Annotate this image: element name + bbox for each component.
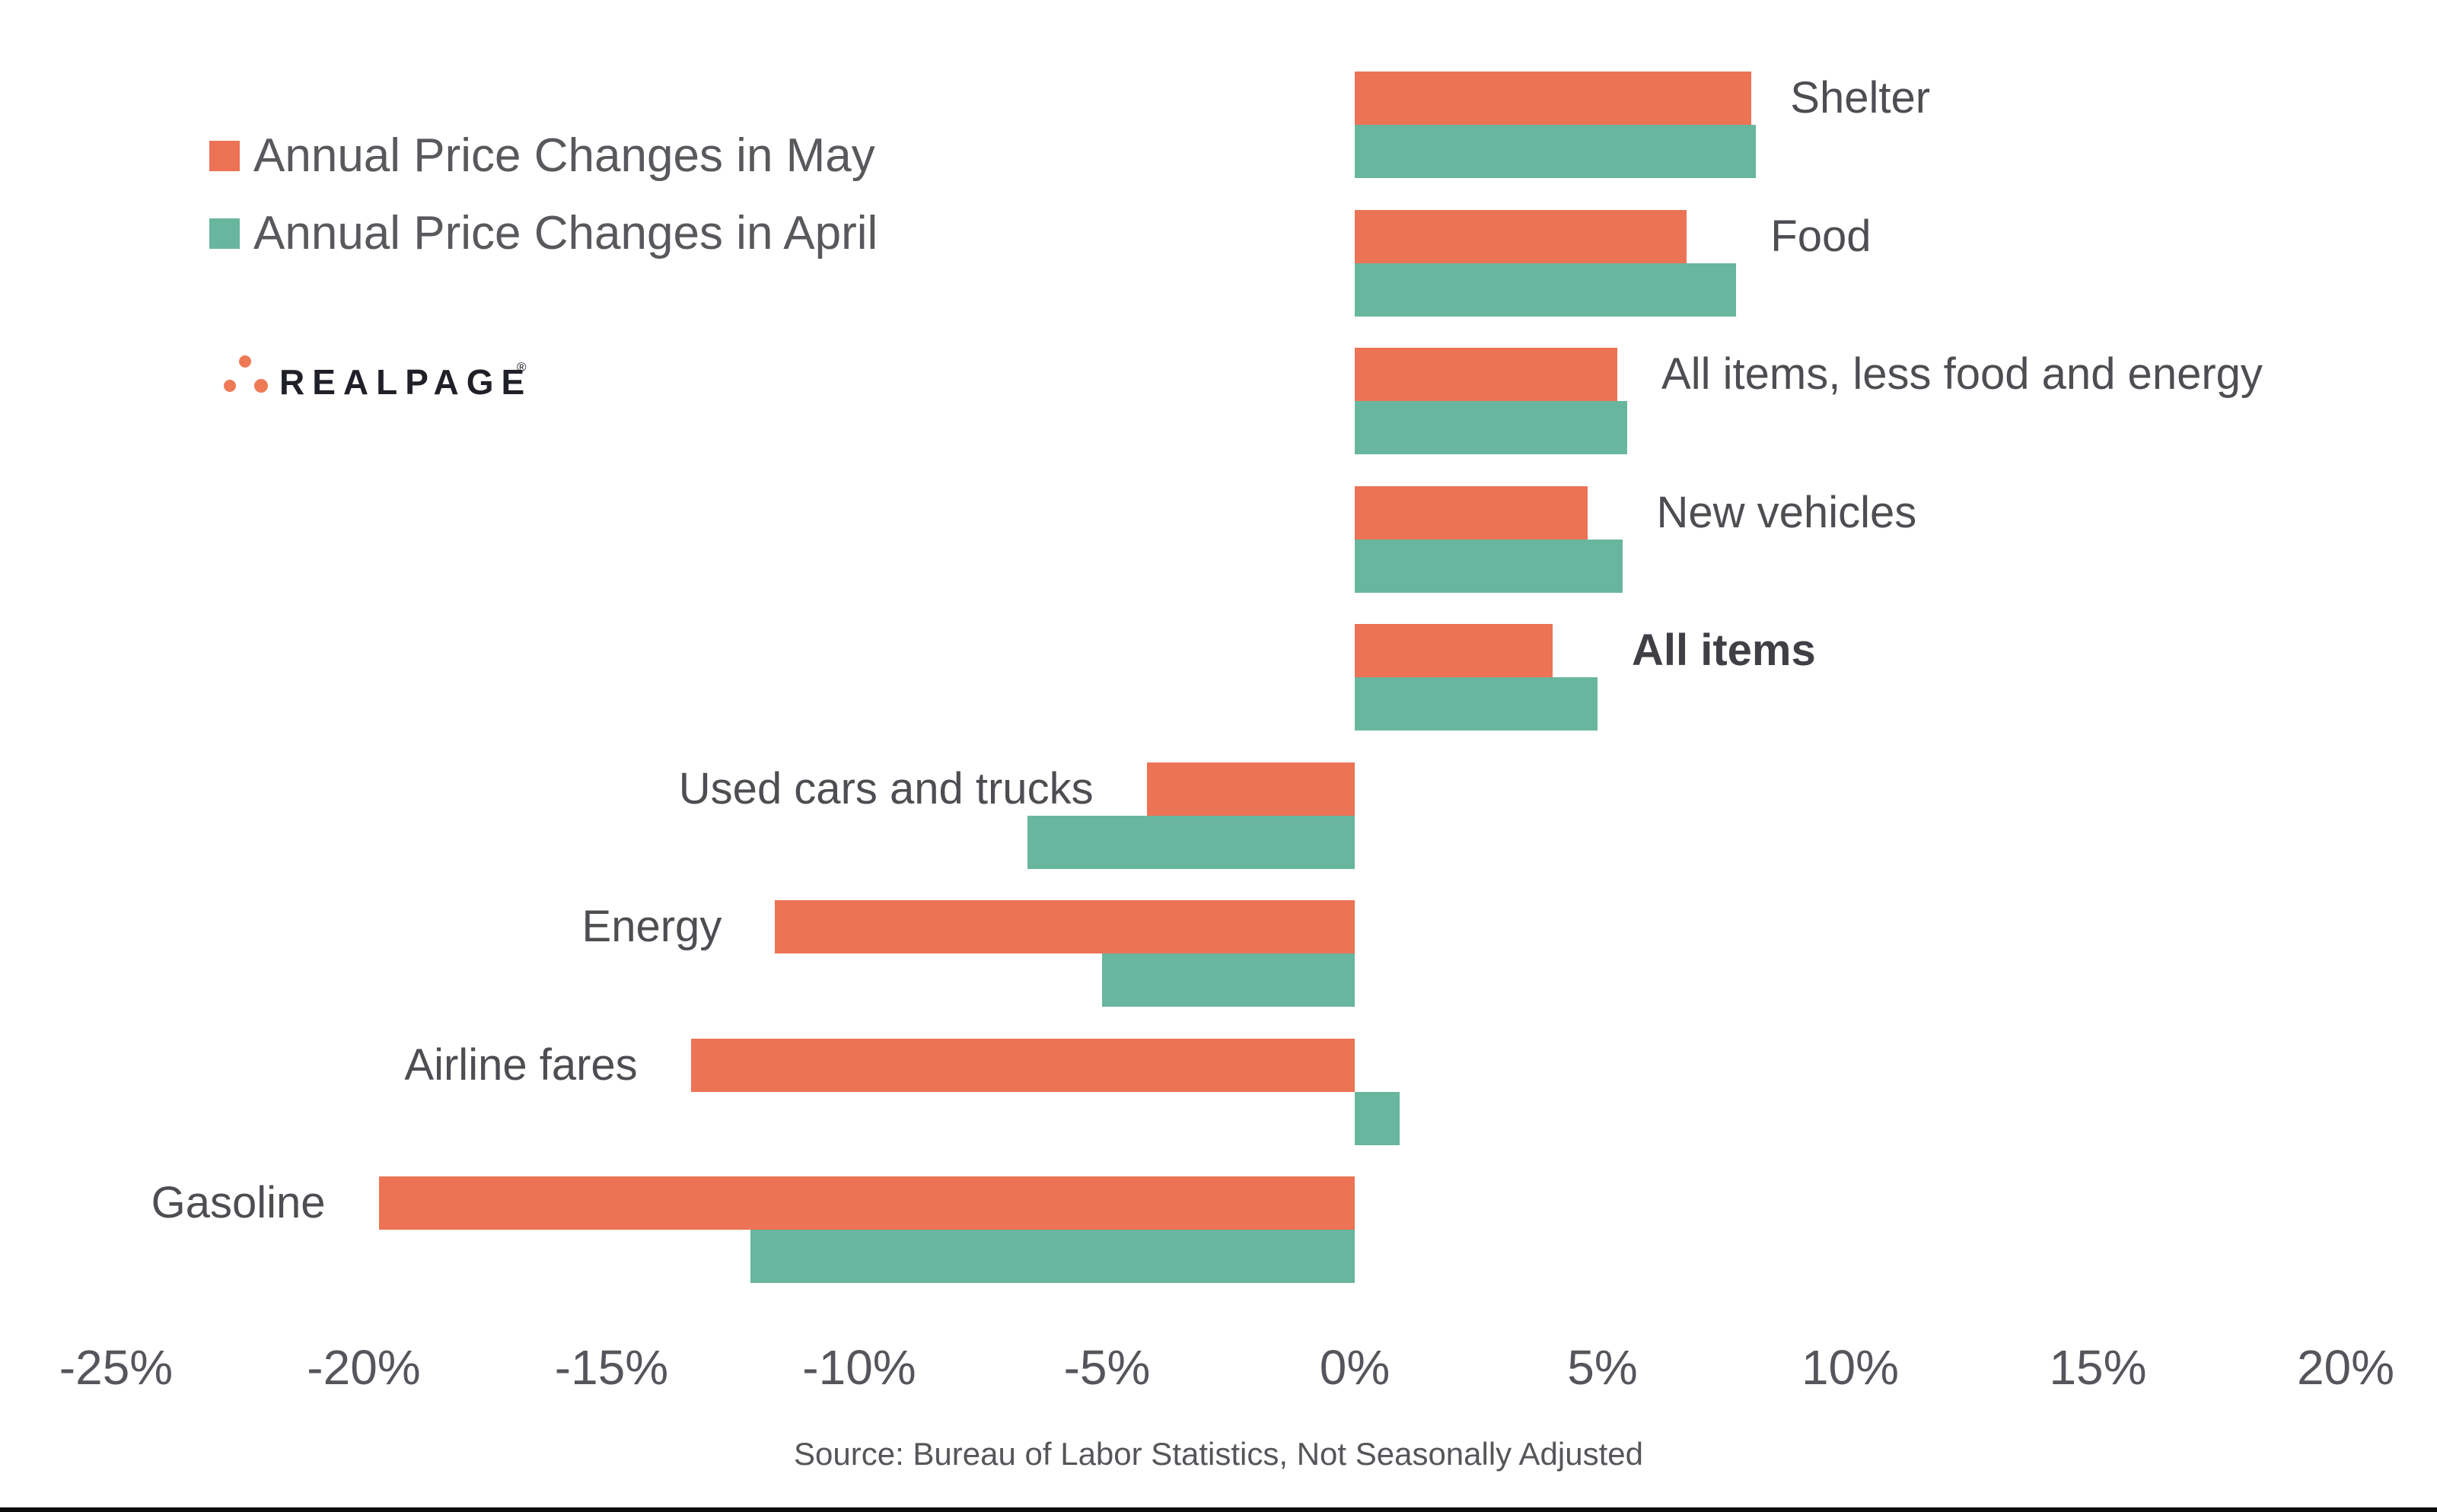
bar-shelter-april	[1355, 125, 1757, 178]
source-note: Source: Bureau of Labor Statistics, Not …	[794, 1436, 1643, 1472]
bar-all-items-april	[1355, 677, 1598, 731]
legend-label-april: Annual Price Changes in April	[253, 207, 878, 259]
category-label-gasoline: Gasoline	[151, 1178, 326, 1227]
legend-swatch-may-icon	[209, 141, 240, 171]
bar-all-items-less-food-and-energy-may	[1355, 348, 1618, 401]
logo-dot-icon	[239, 355, 251, 368]
bar-energy-may	[775, 900, 1355, 953]
category-label-all-items: All items	[1631, 625, 1816, 675]
x-axis-tick--20: -20%	[307, 1340, 421, 1395]
x-axis-tick--10: -10%	[802, 1340, 916, 1395]
legend-swatch-april-icon	[209, 218, 240, 249]
bottom-border-line	[0, 1507, 2437, 1512]
x-axis-tick--25: -25%	[59, 1340, 174, 1395]
realpage-logo: REALPAGE ®	[209, 350, 544, 405]
bar-all-items-may	[1355, 624, 1553, 677]
bar-airline-fares-april	[1355, 1091, 1400, 1145]
x-axis-tick--5: -5%	[1063, 1340, 1151, 1395]
x-axis-tick-0: 0%	[1319, 1340, 1391, 1395]
category-label-energy: Energy	[581, 902, 722, 951]
bar-all-items-less-food-and-energy-april	[1355, 401, 1628, 454]
category-label-all-items-less-food-and-energy: All items, less food and energy	[1661, 349, 2263, 399]
legend: Annual Price Changes in May Annual Price…	[209, 129, 878, 289]
category-label-used-cars-and-trucks: Used cars and trucks	[678, 763, 1094, 813]
logo-dot-icon	[224, 380, 236, 392]
bar-food-april	[1355, 263, 1737, 317]
x-axis-tick-20: 20%	[2296, 1340, 2395, 1395]
bar-food-may	[1355, 209, 1687, 263]
bar-shelter-may	[1355, 72, 1751, 125]
legend-item-april: Annual Price Changes in April	[209, 207, 878, 259]
bar-airline-fares-may	[690, 1038, 1355, 1092]
logo-dot-icon	[254, 379, 268, 393]
category-label-new-vehicles: New vehicles	[1656, 487, 1917, 537]
bar-new-vehicles-may	[1355, 485, 1588, 540]
bar-gasoline-april	[750, 1230, 1355, 1283]
realpage-logo-icon: REALPAGE ®	[224, 355, 532, 402]
x-axis-tick--15: -15%	[554, 1340, 669, 1395]
x-axis-tick-15: 15%	[2049, 1340, 2147, 1395]
bar-energy-april	[1101, 953, 1355, 1007]
category-label-airline-fares: Airline fares	[404, 1039, 638, 1090]
logo-wordmark: REALPAGE	[279, 362, 532, 402]
bar-new-vehicles-april	[1355, 539, 1623, 593]
x-axis-tick-10: 10%	[1801, 1340, 1900, 1395]
x-axis-tick-5: 5%	[1567, 1340, 1638, 1395]
category-label-food: Food	[1770, 211, 1872, 261]
bar-gasoline-may	[378, 1176, 1355, 1230]
registered-trademark-symbol: ®	[517, 360, 527, 374]
legend-label-may: Annual Price Changes in May	[253, 129, 875, 182]
category-label-shelter: Shelter	[1790, 73, 1931, 123]
legend-item-may: Annual Price Changes in May	[209, 129, 878, 182]
bar-used-cars-and-trucks-april	[1027, 815, 1355, 869]
bar-used-cars-and-trucks-may	[1146, 762, 1355, 816]
